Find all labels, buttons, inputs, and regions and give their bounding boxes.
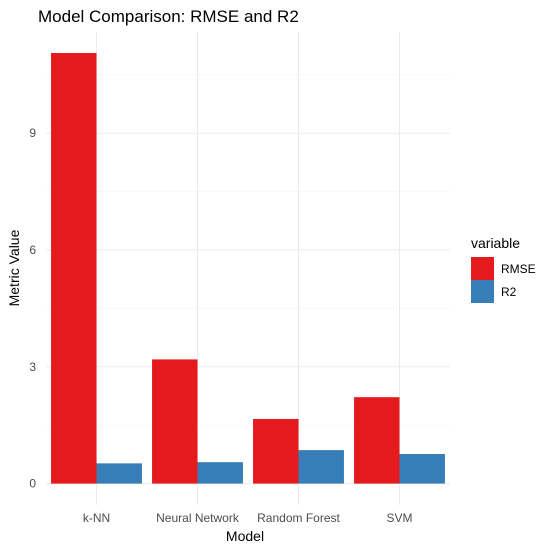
legend-label: R2 <box>501 285 517 299</box>
bar-r2 <box>399 454 445 484</box>
legend: variable RMSE R2 <box>471 235 536 303</box>
y-ticks: 0 3 6 9 <box>29 126 36 490</box>
x-tick-label: k-NN <box>83 511 110 525</box>
y-tick-label: 6 <box>29 243 36 257</box>
bars <box>51 53 445 484</box>
y-tick-label: 0 <box>29 477 36 491</box>
bar-rmse <box>152 359 198 484</box>
bar-rmse <box>354 397 400 484</box>
chart-title: Model Comparison: RMSE and R2 <box>38 7 299 26</box>
bar-r2 <box>96 463 142 484</box>
legend-title: variable <box>471 235 520 251</box>
legend-key-r2 <box>471 280 494 303</box>
bar-r2 <box>298 450 344 484</box>
x-tick-label: Neural Network <box>156 511 240 525</box>
y-tick-label: 9 <box>29 126 36 140</box>
x-tick-label: SVM <box>386 511 412 525</box>
bar-rmse <box>253 418 299 484</box>
legend-key-rmse <box>471 257 494 280</box>
legend-label: RMSE <box>501 262 536 276</box>
x-ticks: k-NN Neural Network Random Forest SVM <box>83 511 413 525</box>
x-tick-label: Random Forest <box>257 511 340 525</box>
y-tick-label: 3 <box>29 360 36 374</box>
bar-rmse <box>51 53 97 484</box>
x-axis-title: Model <box>226 528 264 544</box>
bar-r2 <box>197 462 243 484</box>
y-axis-title: Metric Value <box>6 229 22 306</box>
